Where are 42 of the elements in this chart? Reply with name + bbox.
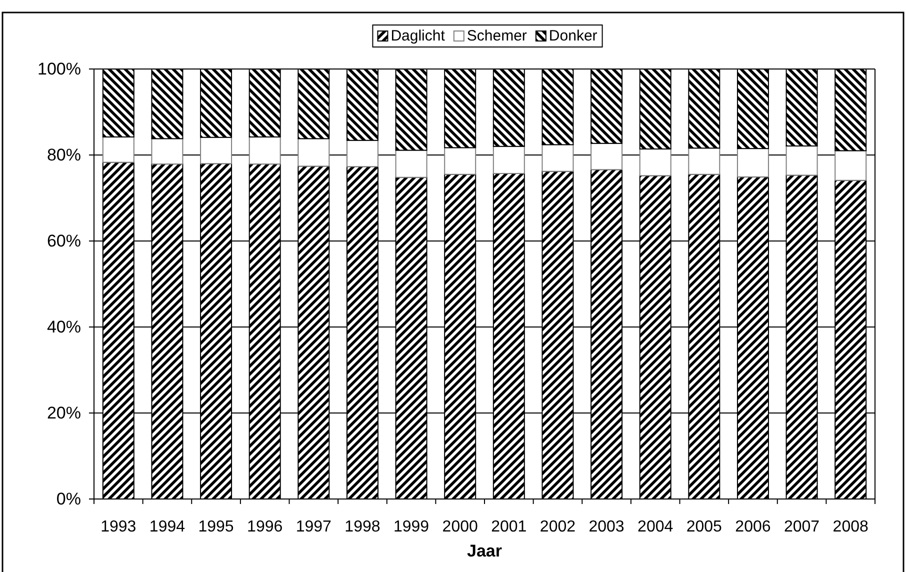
y-tick-label: 100% — [38, 60, 81, 78]
x-tick-label: 2003 — [588, 518, 624, 536]
y-tick-label: 20% — [46, 404, 81, 422]
x-tick-label: 2002 — [540, 518, 576, 536]
bar — [834, 150, 867, 181]
x-tick-label: 2006 — [735, 518, 771, 536]
x-tick-label: 1996 — [247, 518, 283, 536]
bar — [200, 136, 232, 164]
bar — [786, 145, 818, 176]
x-tick-label: 1994 — [149, 518, 186, 536]
legend-label: Schemer — [466, 28, 527, 44]
x-tick-label: 1995 — [198, 518, 234, 536]
bar — [590, 142, 623, 170]
bar — [102, 136, 134, 163]
bar — [736, 148, 769, 178]
bar — [688, 148, 720, 175]
bar — [248, 136, 281, 165]
x-tick-label: 2008 — [832, 518, 868, 536]
x-tick-label: 1998 — [344, 518, 380, 536]
x-tick-label: 2005 — [686, 518, 722, 536]
bar — [542, 144, 574, 172]
x-tick-label: 1993 — [100, 518, 136, 536]
bar — [492, 146, 525, 174]
x-axis-title: Jaar — [467, 542, 502, 560]
bar — [346, 140, 378, 168]
bar — [444, 147, 476, 175]
y-tick-label: 40% — [46, 318, 81, 336]
x-tick-label: 2000 — [442, 518, 478, 536]
x-tick-label: 2007 — [784, 518, 820, 536]
bar — [395, 150, 428, 178]
x-tick-label: 2004 — [638, 518, 674, 536]
x-tick-label: 1997 — [296, 518, 332, 536]
y-tick-label: 80% — [46, 146, 81, 164]
bar — [298, 138, 330, 167]
x-tick-label: 1999 — [393, 518, 430, 536]
y-tick-label: 60% — [46, 232, 81, 250]
bar — [151, 138, 184, 165]
legend-label: Donker — [548, 28, 598, 44]
legend-label: Daglicht — [390, 28, 446, 44]
y-tick-label: 0% — [56, 490, 81, 508]
x-tick-label: 2001 — [491, 518, 527, 536]
bar — [639, 148, 672, 176]
